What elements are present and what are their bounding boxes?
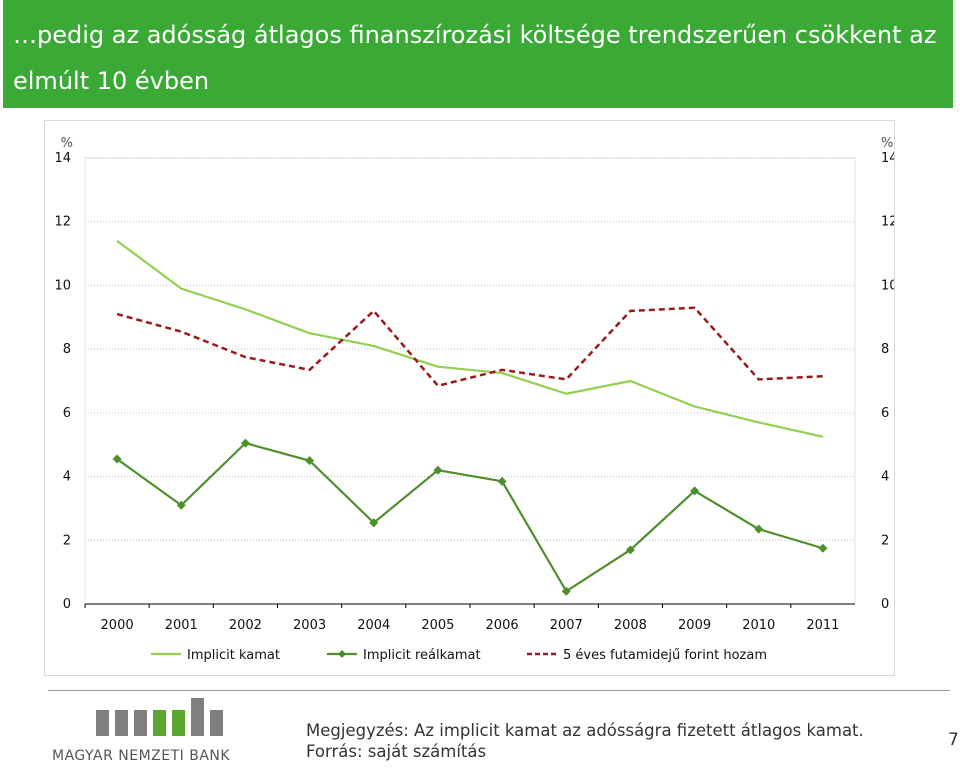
legend-label: Implicit kamat: [187, 648, 280, 663]
data-point: [754, 524, 764, 534]
data-point: [433, 465, 443, 475]
y-tick-label-right: 10: [881, 278, 894, 293]
x-tick-label: 2003: [293, 618, 326, 633]
plot-area: [84, 157, 856, 605]
legend-marker: [338, 650, 346, 658]
chart-frame: 0 0 2 2 4 4 6 6 8 8 10 10 12 12 14 14%% 2000 2001 2002 2003…: [44, 120, 895, 676]
y-tick-label-left: 4: [63, 470, 71, 485]
data-point: [369, 518, 379, 528]
logo-bar: [191, 698, 204, 736]
x-tick-label: 2007: [550, 618, 583, 633]
y-tick-label-right: 12: [881, 215, 894, 230]
y-tick-label-left: 12: [54, 215, 71, 230]
x-tick-label: 2010: [742, 618, 775, 633]
x-tick-label: 2011: [806, 618, 839, 633]
mnb-logo: MAGYAR NEMZETI BANK: [48, 698, 264, 768]
series-line: [116, 239, 824, 438]
x-tick-label: 2001: [165, 618, 198, 633]
data-point: [625, 545, 635, 555]
y-tick-label-right: 8: [881, 342, 889, 357]
data-point: [690, 486, 700, 496]
y-axis-unit-right: %: [881, 136, 893, 151]
x-tick-label: 2004: [357, 618, 390, 633]
data-point: [112, 454, 122, 464]
data-point: [497, 476, 507, 486]
title-banner: …pedig az adósság átlagos finanszírozási…: [3, 0, 953, 108]
logo-bar: [115, 710, 128, 736]
data-point: [561, 586, 571, 596]
y-tick-label-left: 14: [54, 151, 71, 166]
series-line: [116, 306, 823, 388]
data-point: [176, 500, 186, 510]
y-tick-label-left: 8: [63, 342, 71, 357]
x-tick-label: 2005: [421, 618, 454, 633]
legend-label: Implicit reálkamat: [363, 648, 481, 663]
mnb-bars-logo-icon: [96, 698, 226, 736]
logo-bar: [96, 710, 109, 736]
logo-bar: [172, 710, 185, 736]
footnote: Megjegyzés: Az implicit kamat az adósság…: [306, 720, 864, 762]
y-tick-label-right: 0: [881, 597, 889, 612]
data-point: [240, 438, 250, 448]
logo-bar: [134, 710, 147, 736]
y-tick-label-left: 10: [54, 278, 71, 293]
legend-label: 5 éves futamidejű forint hozam: [563, 648, 767, 663]
data-point: [818, 543, 828, 553]
logo-text: MAGYAR NEMZETI BANK: [52, 748, 231, 764]
source-text: Forrás: saját számítás: [306, 742, 487, 761]
x-tick-label: 2009: [678, 618, 711, 633]
footer-divider: [48, 690, 950, 691]
x-tick-label: 2006: [486, 618, 519, 633]
y-tick-label-right: 2: [881, 533, 889, 548]
series-line: [116, 442, 824, 593]
y-tick-label-left: 0: [63, 597, 71, 612]
logo-bar: [210, 710, 223, 736]
line-chart: 0 0 2 2 4 4 6 6 8 8 10 10 12 12 14 14% % 2000 2001 2002 2003…: [54, 136, 894, 663]
x-tick-label: 2000: [101, 618, 134, 633]
x-tick-label: 2008: [614, 618, 647, 633]
page-number: 7: [948, 730, 959, 750]
y-axis-unit-left: %: [61, 136, 73, 151]
x-tick-label: 2002: [229, 618, 262, 633]
page-title: …pedig az adósság átlagos finanszírozási…: [13, 21, 937, 95]
note-text: Megjegyzés: Az implicit kamat az adósság…: [306, 721, 864, 740]
y-tick-label-right: 14: [881, 151, 894, 166]
y-tick-label-left: 6: [63, 406, 71, 421]
logo-bar: [153, 710, 166, 736]
y-tick-label-right: 4: [881, 470, 889, 485]
data-point: [305, 456, 315, 466]
y-tick-label-left: 2: [63, 533, 71, 548]
y-tick-label-right: 6: [881, 406, 889, 421]
